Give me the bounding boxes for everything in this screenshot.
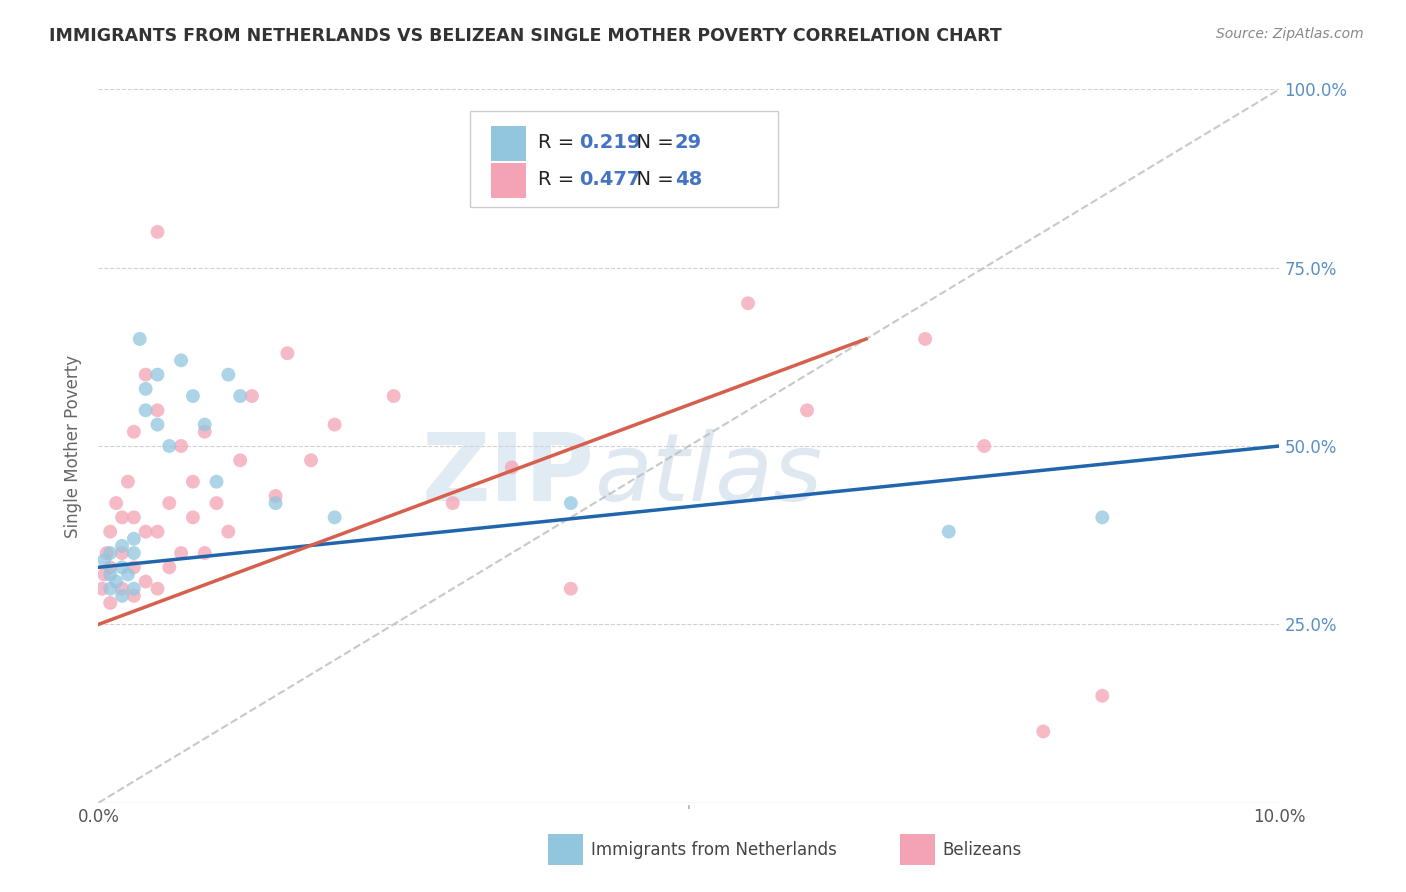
- Point: [264, 496, 287, 510]
- Point: [111, 539, 134, 553]
- FancyBboxPatch shape: [491, 127, 526, 161]
- Point: [938, 524, 960, 539]
- Point: [146, 417, 169, 432]
- Text: atlas: atlas: [595, 429, 823, 520]
- Point: [122, 532, 145, 546]
- Text: 48: 48: [675, 170, 702, 189]
- Point: [973, 439, 995, 453]
- Point: [105, 574, 128, 589]
- Point: [1032, 724, 1054, 739]
- Point: [135, 574, 157, 589]
- Text: 29: 29: [675, 133, 702, 153]
- Point: [135, 368, 157, 382]
- Text: 0.219: 0.219: [579, 133, 641, 153]
- Point: [111, 510, 134, 524]
- FancyBboxPatch shape: [491, 163, 526, 198]
- Point: [111, 546, 134, 560]
- Point: [217, 368, 239, 382]
- Point: [157, 560, 180, 574]
- Point: [122, 582, 145, 596]
- Point: [181, 475, 204, 489]
- Text: N =: N =: [624, 170, 681, 189]
- Point: [146, 524, 169, 539]
- Point: [122, 546, 145, 560]
- Point: [98, 567, 121, 582]
- Point: [117, 475, 139, 489]
- Point: [264, 489, 287, 503]
- Point: [205, 496, 228, 510]
- Text: 0.477: 0.477: [579, 170, 641, 189]
- Point: [1091, 510, 1114, 524]
- Y-axis label: Single Mother Poverty: Single Mother Poverty: [65, 354, 83, 538]
- Point: [205, 475, 228, 489]
- Point: [135, 403, 157, 417]
- Point: [229, 389, 252, 403]
- Point: [122, 510, 145, 524]
- Text: Source: ZipAtlas.com: Source: ZipAtlas.com: [1216, 27, 1364, 41]
- Text: ZIP: ZIP: [422, 428, 595, 521]
- Point: [117, 567, 139, 582]
- Text: IMMIGRANTS FROM NETHERLANDS VS BELIZEAN SINGLE MOTHER POVERTY CORRELATION CHART: IMMIGRANTS FROM NETHERLANDS VS BELIZEAN …: [49, 27, 1002, 45]
- Point: [146, 582, 169, 596]
- Point: [122, 589, 145, 603]
- Text: Belizeans: Belizeans: [942, 841, 1021, 859]
- Point: [181, 389, 204, 403]
- Point: [914, 332, 936, 346]
- Point: [501, 460, 523, 475]
- Point: [560, 582, 582, 596]
- Point: [91, 582, 114, 596]
- Point: [111, 560, 134, 574]
- Text: Immigrants from Netherlands: Immigrants from Netherlands: [591, 841, 837, 859]
- Point: [194, 425, 217, 439]
- Point: [122, 560, 145, 574]
- Point: [122, 425, 145, 439]
- Point: [146, 368, 169, 382]
- Point: [98, 582, 121, 596]
- Point: [135, 524, 157, 539]
- Point: [157, 439, 180, 453]
- Point: [135, 382, 157, 396]
- Point: [299, 453, 322, 467]
- Point: [157, 496, 180, 510]
- Point: [96, 546, 118, 560]
- Text: R =: R =: [537, 170, 581, 189]
- Point: [194, 417, 217, 432]
- Point: [170, 546, 193, 560]
- Point: [105, 496, 128, 510]
- Point: [737, 296, 759, 310]
- Text: R =: R =: [537, 133, 581, 153]
- Point: [98, 560, 121, 574]
- Point: [796, 403, 818, 417]
- Point: [217, 524, 239, 539]
- Point: [323, 417, 346, 432]
- Point: [93, 567, 115, 582]
- Point: [240, 389, 263, 403]
- Point: [382, 389, 405, 403]
- Point: [170, 353, 193, 368]
- Point: [181, 510, 204, 524]
- Point: [560, 496, 582, 510]
- Point: [194, 546, 217, 560]
- Point: [93, 553, 115, 567]
- Point: [323, 510, 346, 524]
- Point: [146, 403, 169, 417]
- Point: [170, 439, 193, 453]
- Point: [111, 582, 134, 596]
- Point: [98, 524, 121, 539]
- FancyBboxPatch shape: [471, 111, 778, 207]
- Point: [98, 546, 121, 560]
- Point: [111, 589, 134, 603]
- Point: [128, 332, 150, 346]
- Point: [229, 453, 252, 467]
- Point: [1091, 689, 1114, 703]
- Point: [98, 596, 121, 610]
- Text: N =: N =: [624, 133, 681, 153]
- Point: [146, 225, 169, 239]
- Point: [276, 346, 298, 360]
- Point: [441, 496, 464, 510]
